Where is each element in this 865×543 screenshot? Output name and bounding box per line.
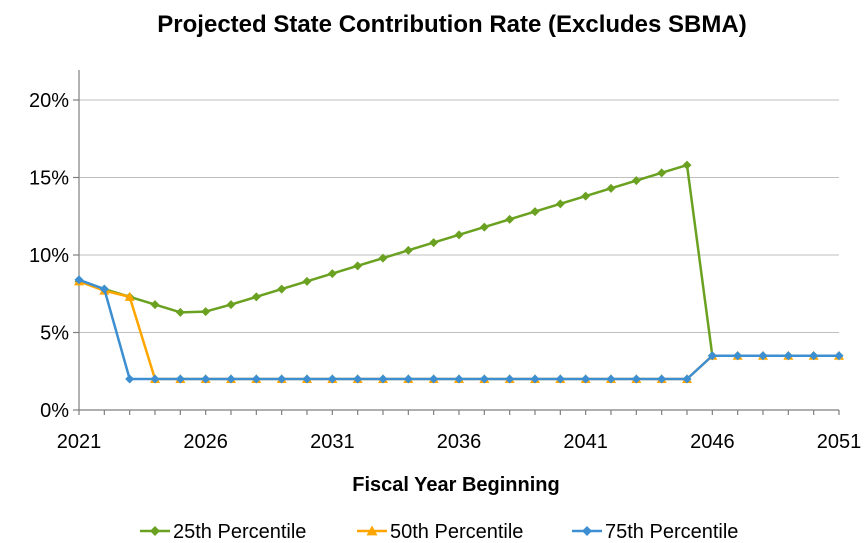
series-0-point-11 [353, 261, 363, 271]
series-1 [74, 276, 844, 383]
x-axis-tick-labels: 2021 2026 2031 2036 2041 2046 2051 [57, 431, 862, 453]
series-2-point-30 [834, 351, 844, 361]
legend-item-0: 25th Percentile [140, 521, 306, 543]
series-2-point-20 [581, 374, 591, 384]
series-2-point-4 [175, 374, 185, 384]
x-tick-label-6: 2051 [817, 431, 862, 453]
y-tick-label-3: 15% [29, 168, 69, 190]
series-2-point-19 [555, 374, 565, 384]
x-tick-label-3: 2036 [437, 431, 482, 453]
x-axis-label: Fiscal Year Beginning [352, 474, 559, 496]
series-2-point-2 [125, 374, 135, 384]
legend-swatch-marker-2 [582, 526, 592, 536]
legend-swatch-marker-0 [150, 526, 160, 536]
y-tick-label-0: 0% [40, 400, 69, 422]
series-0-point-23 [657, 168, 667, 178]
x-tick-label-5: 2046 [690, 431, 735, 453]
series-line-1 [78, 280, 839, 381]
series-2-point-17 [505, 374, 515, 384]
series-2-point-6 [226, 374, 236, 384]
series-2-point-16 [479, 374, 489, 384]
series-0-point-16 [479, 222, 489, 232]
series-2-point-7 [251, 374, 261, 384]
series-2-point-0 [74, 275, 84, 285]
series-2-point-8 [277, 374, 287, 384]
series-2-point-10 [327, 374, 337, 384]
series-2-point-25 [707, 351, 717, 361]
y-tick-label-4: 20% [29, 90, 69, 112]
series-0-point-19 [555, 199, 565, 209]
series-0-point-24 [682, 160, 692, 170]
series-2-point-1 [99, 284, 109, 294]
series-1-point-2 [124, 291, 135, 301]
series-2-point-21 [606, 374, 616, 384]
series-2-point-9 [302, 374, 312, 384]
series-0-point-7 [251, 292, 261, 302]
gridlines [79, 99, 839, 333]
series-0-point-9 [302, 276, 312, 286]
legend-label-1: 50th Percentile [390, 521, 523, 543]
x-tick-label-4: 2041 [563, 431, 608, 453]
series-2-point-11 [353, 374, 363, 384]
legend-swatch-marker-1 [366, 525, 378, 536]
series-2-point-29 [809, 351, 819, 361]
y-tick-label-1: 5% [40, 323, 69, 345]
legend-item-1: 50th Percentile [357, 521, 523, 543]
series-0-point-15 [454, 230, 464, 240]
legend: 25th Percentile 50th Percentile 75th Perce… [140, 521, 738, 543]
y-axis-tick-labels: 0% 5% 10% 15% 20% [29, 90, 69, 422]
series-2-point-22 [631, 374, 641, 384]
series-2-point-14 [429, 374, 439, 384]
x-tick-label-1: 2026 [183, 431, 228, 453]
legend-item-2: 75th Percentile [572, 521, 738, 543]
series-line-0 [78, 163, 839, 357]
series-0-point-4 [175, 307, 185, 317]
series-2-point-13 [403, 374, 413, 384]
series-2-point-5 [201, 374, 211, 384]
series-0-point-17 [505, 214, 515, 224]
series-2-point-3 [150, 374, 160, 384]
series-2-point-23 [657, 374, 667, 384]
series-0-point-12 [378, 253, 388, 263]
series-0-point-21 [606, 183, 616, 193]
legend-label-0: 25th Percentile [173, 521, 306, 543]
series-0-point-5 [201, 307, 211, 317]
series-0-point-13 [403, 245, 413, 255]
series-0-point-20 [581, 191, 591, 201]
axes [73, 70, 840, 415]
y-tick-label-2: 10% [29, 245, 69, 267]
legend-label-2: 75th Percentile [605, 521, 738, 543]
series-2-point-15 [454, 374, 464, 384]
series-2 [74, 275, 844, 384]
series-0-point-6 [226, 300, 236, 310]
series-0-point-10 [327, 269, 337, 279]
series-2-point-26 [733, 351, 743, 361]
series-0-point-14 [429, 238, 439, 248]
series-0-point-3 [150, 300, 160, 310]
series-2-point-18 [530, 374, 540, 384]
series-2-point-24 [682, 374, 692, 384]
chart-title: Projected State Contribution Rate (Exclu… [157, 11, 746, 38]
x-tick-label-2: 2031 [310, 431, 355, 453]
series-2-point-12 [378, 374, 388, 384]
series-2-point-27 [758, 351, 768, 361]
series-0-point-22 [631, 176, 641, 186]
x-tick-label-0: 2021 [57, 431, 102, 453]
series-line-2 [78, 278, 839, 381]
series-2-point-28 [783, 351, 793, 361]
series-0-point-8 [277, 284, 287, 294]
series-group [74, 160, 844, 384]
series-0 [74, 160, 844, 361]
series-0-point-18 [530, 207, 540, 217]
